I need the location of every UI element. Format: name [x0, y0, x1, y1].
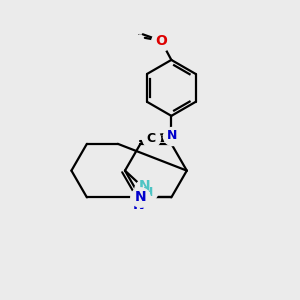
Text: N: N — [167, 129, 177, 142]
Text: N: N — [135, 190, 146, 204]
Text: H: H — [143, 186, 153, 199]
Text: N: N — [132, 198, 144, 212]
Text: N: N — [135, 190, 146, 204]
Text: C: C — [146, 132, 155, 145]
Text: methoxy: methoxy — [138, 34, 145, 35]
Text: O: O — [155, 34, 167, 48]
Text: N: N — [139, 179, 151, 193]
